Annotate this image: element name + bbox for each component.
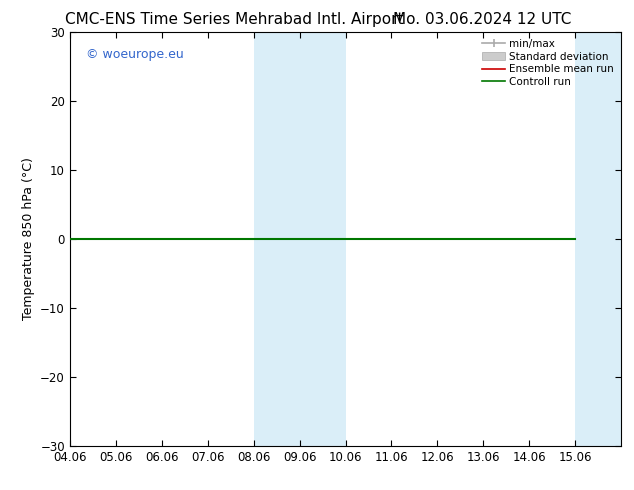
Text: CMC-ENS Time Series Mehrabad Intl. Airport: CMC-ENS Time Series Mehrabad Intl. Airpo… (65, 12, 404, 27)
Legend: min/max, Standard deviation, Ensemble mean run, Controll run: min/max, Standard deviation, Ensemble me… (480, 37, 616, 89)
Text: © woeurope.eu: © woeurope.eu (86, 49, 184, 61)
Y-axis label: Temperature 850 hPa (°C): Temperature 850 hPa (°C) (22, 157, 35, 320)
Bar (254, 32, 299, 446)
Text: Mo. 03.06.2024 12 UTC: Mo. 03.06.2024 12 UTC (392, 12, 571, 27)
Bar (575, 32, 621, 446)
Bar (299, 32, 346, 446)
